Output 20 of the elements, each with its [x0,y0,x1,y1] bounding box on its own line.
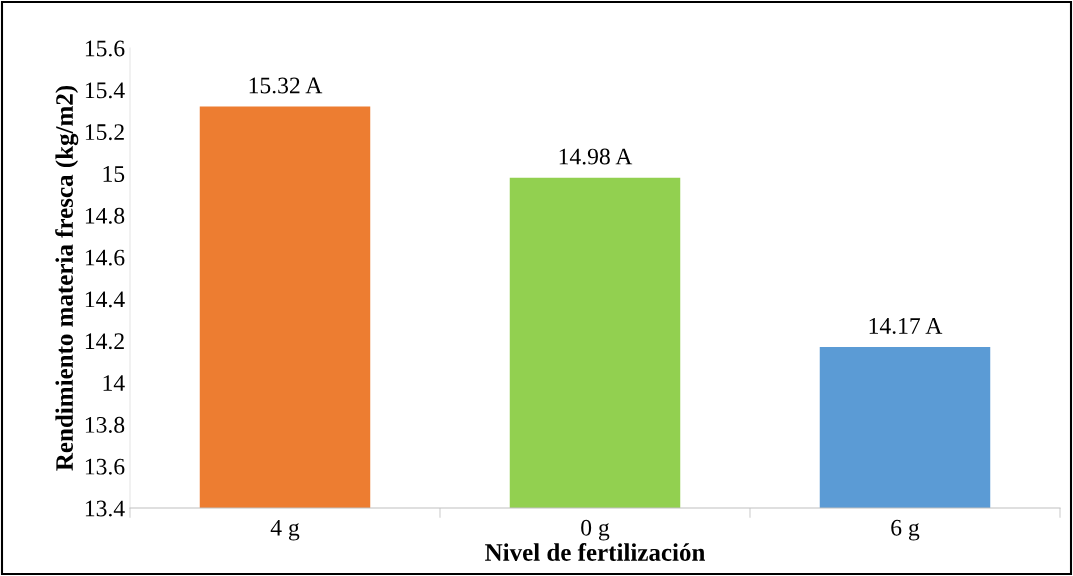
y-axis-title: Rendimiento materia fresca (kg/m2) [55,85,79,471]
data-label: 14.17 A [869,318,943,334]
y-tick-label: 14.6 [85,249,125,266]
x-tick-label: 0 g [581,519,610,541]
y-tick-label: 13.8 [85,416,125,433]
x-tick-label: 6 g [891,519,920,541]
y-tick-label: 15.4 [85,82,125,99]
data-label: 14.98 A [559,148,633,165]
x-axis-title: Nivel de fertilización [485,543,705,561]
y-tick-label: 14.8 [85,207,125,224]
y-tick-label: 15.2 [85,124,124,141]
y-tick-label: 13.6 [85,458,125,475]
data-label: 15.32 A [249,77,323,94]
y-tick-label: 14.2 [85,333,124,350]
y-tick-label: 15.6 [85,40,125,57]
y-tick-label: 13.4 [85,500,125,517]
x-tick-label: 4 g [270,519,300,541]
y-tick-label: 15 [103,166,125,182]
y-tick-label: 14.4 [85,291,125,308]
y-tick-label: 14 [103,375,125,391]
